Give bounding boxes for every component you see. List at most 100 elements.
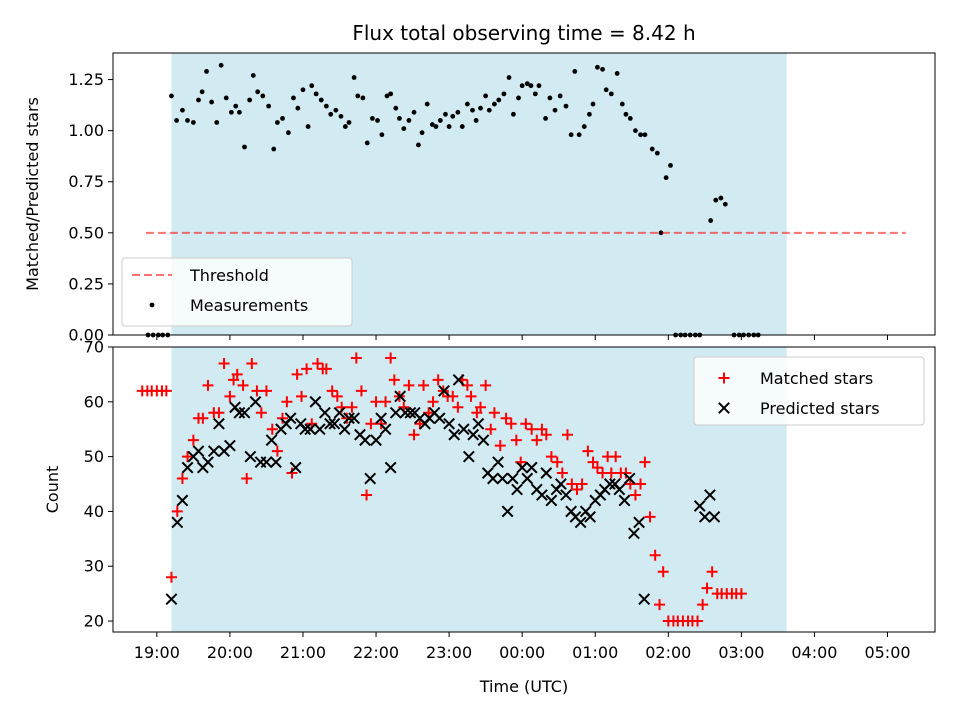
matched-star-point bbox=[271, 445, 283, 457]
matched-star-point bbox=[452, 401, 464, 413]
measurement-point bbox=[623, 111, 629, 117]
measurement-point bbox=[369, 115, 375, 121]
predicted-star-point bbox=[399, 406, 412, 419]
measurement-point bbox=[355, 93, 361, 99]
bottom-y-tick-label: 30 bbox=[84, 557, 104, 576]
predicted-star-point bbox=[452, 373, 465, 386]
matched-star-point bbox=[432, 374, 444, 386]
measurement-point bbox=[364, 140, 370, 146]
measurement-point bbox=[437, 118, 443, 123]
bottom-x-tick-label: 22:00 bbox=[353, 643, 399, 662]
matched-star-point bbox=[312, 357, 324, 369]
legend-matched-marker bbox=[718, 372, 730, 384]
predicted-star-point bbox=[238, 406, 251, 419]
bottom-shaded-span bbox=[171, 347, 787, 632]
matched-star-point bbox=[706, 566, 718, 578]
measurement-point bbox=[446, 124, 452, 129]
predicted-star-point bbox=[324, 417, 336, 430]
measurement-point bbox=[328, 111, 334, 117]
predicted-star-point bbox=[511, 483, 523, 496]
bottom-x-tick-label: 01:00 bbox=[572, 643, 618, 662]
matched-star-point bbox=[620, 467, 632, 479]
measurement-point bbox=[393, 105, 399, 111]
matched-star-point bbox=[320, 363, 332, 375]
matched-star-point bbox=[277, 412, 289, 424]
measurement-point bbox=[524, 81, 530, 87]
measurement-point bbox=[237, 109, 242, 115]
predicted-star-point bbox=[223, 439, 236, 452]
measurement-point bbox=[424, 101, 430, 107]
measurement-point bbox=[318, 97, 324, 103]
top-y-tick-label: 0.25 bbox=[68, 274, 104, 293]
x-axis-label: Time (UTC) bbox=[479, 677, 568, 696]
predicted-star-point bbox=[171, 516, 184, 529]
observing-span bbox=[171, 347, 787, 632]
bottom-panel: 20 30 40 50 60 70 19:00 20:00 21:00 22:00 23:00 00… bbox=[43, 338, 936, 696]
predicted-star-point bbox=[359, 434, 371, 447]
top-measurement-points bbox=[145, 62, 761, 338]
matched-star-point bbox=[385, 352, 397, 364]
measurement-point bbox=[547, 95, 553, 101]
measurement-point bbox=[360, 95, 366, 101]
predicted-star-point bbox=[438, 384, 450, 397]
measurement-point bbox=[338, 113, 344, 119]
measurement-point bbox=[169, 93, 174, 99]
bottom-y-tick-label: 70 bbox=[84, 338, 104, 357]
measurement-point bbox=[174, 118, 179, 123]
measurement-point bbox=[586, 111, 592, 117]
matched-star-point bbox=[635, 478, 647, 490]
measurement-point bbox=[608, 91, 614, 97]
matched-star-point bbox=[654, 599, 666, 611]
measurement-point bbox=[568, 132, 574, 138]
predicted-star-point bbox=[638, 593, 651, 606]
measurement-point bbox=[346, 120, 352, 125]
predicted-star-point bbox=[633, 516, 645, 529]
bottom-axes-frame bbox=[112, 346, 936, 633]
measurement-point bbox=[722, 201, 728, 207]
measurement-point bbox=[543, 115, 548, 121]
matched-star-point bbox=[237, 379, 249, 391]
measurement-point bbox=[649, 146, 655, 152]
measurement-point bbox=[552, 107, 558, 113]
bottom-x-tick-label: 03:00 bbox=[718, 643, 764, 662]
measurement-point bbox=[459, 124, 465, 129]
measurement-point bbox=[433, 124, 439, 129]
matched-star-point bbox=[346, 401, 358, 413]
legend-predicted-label: Predicted stars bbox=[760, 399, 880, 418]
measurement-point bbox=[511, 111, 516, 117]
measurement-point bbox=[501, 91, 507, 97]
measurement-point bbox=[313, 91, 319, 97]
predicted-star-point bbox=[181, 461, 194, 474]
measurement-point bbox=[309, 83, 315, 89]
measurement-point bbox=[483, 93, 489, 99]
predicted-star-point bbox=[521, 472, 534, 485]
matched-star-point bbox=[202, 379, 214, 391]
predicted-star-point bbox=[304, 423, 317, 436]
matched-star-point bbox=[286, 467, 298, 479]
predicted-star-point bbox=[318, 406, 331, 419]
measurement-point bbox=[300, 87, 306, 93]
bottom-x-tick-label: 00:00 bbox=[499, 643, 545, 662]
measurement-point bbox=[619, 101, 625, 107]
predicted-star-point bbox=[540, 467, 553, 479]
predicted-star-point bbox=[516, 461, 529, 474]
matched-star-point bbox=[403, 379, 415, 391]
measurement-point bbox=[218, 62, 224, 68]
predicted-star-point bbox=[270, 456, 282, 469]
predicted-star-point bbox=[560, 489, 572, 501]
predicted-star-point bbox=[545, 494, 558, 507]
matched-star-point bbox=[241, 473, 253, 485]
measurement-point bbox=[271, 146, 277, 152]
bottom-predicted-points bbox=[165, 373, 721, 606]
matched-star-point bbox=[266, 423, 278, 435]
predicted-star-point bbox=[265, 434, 278, 447]
matched-star-point bbox=[657, 566, 669, 578]
measurement-point bbox=[536, 83, 542, 89]
matched-star-point bbox=[370, 396, 382, 408]
matched-star-point bbox=[380, 396, 392, 408]
measurement-point bbox=[473, 118, 479, 123]
top-y-tick-label: 0.00 bbox=[68, 326, 104, 345]
measurement-point bbox=[214, 120, 220, 125]
measurement-point bbox=[375, 118, 380, 123]
